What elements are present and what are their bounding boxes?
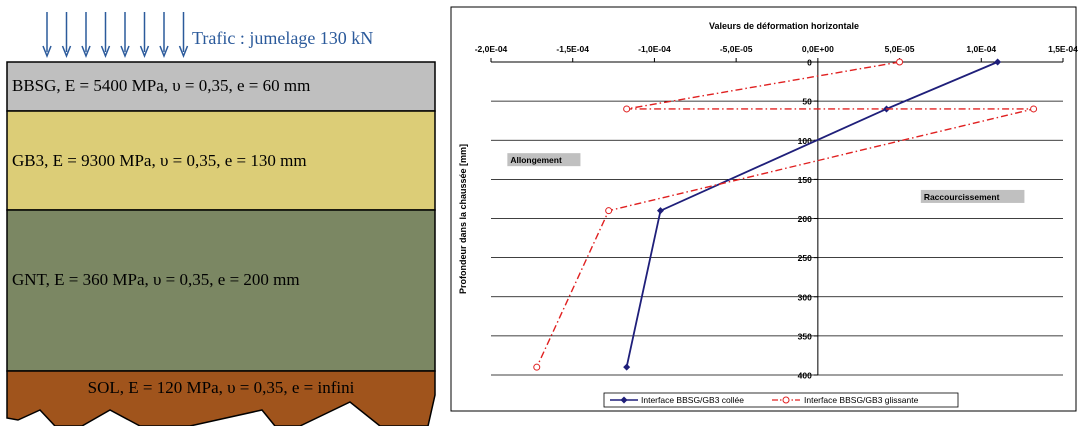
traffic-label: Trafic : jumelage 130 kN	[192, 28, 373, 48]
x-tick-label: -2,0E-04	[475, 44, 508, 54]
x-tick-label: -5,0E-05	[720, 44, 753, 54]
annotation-label: Raccourcissement	[924, 192, 1000, 202]
legend-marker-glissante	[782, 396, 790, 404]
data-point	[623, 363, 631, 371]
load-arrow-head	[178, 45, 189, 59]
data-point	[896, 58, 904, 66]
y-tick-label: 350	[798, 331, 812, 341]
layer-gnt	[6, 209, 436, 372]
x-tick-label: 1,0E-04	[966, 44, 996, 54]
load-arrow-head	[81, 45, 91, 59]
data-point	[1030, 105, 1038, 113]
y-tick-label: 250	[798, 253, 812, 263]
layer-gnt-label: GNT, E = 360 MPa, υ = 0,35, e = 200 mm	[12, 270, 300, 289]
annotation-box	[507, 153, 581, 167]
x-tick-labels: -2,0E-04 -1,5E-04 -1,0E-04 -5,0E-05 0,0E+00 5…	[475, 44, 1078, 54]
load-arrow-head	[100, 45, 111, 59]
layer-bbsg	[6, 61, 436, 112]
y-tick-labels: 0 50 100 150 200 250 300 350 400	[798, 58, 812, 381]
legend-label-collee: Interface BBSG/GB3 collée	[641, 395, 744, 405]
layer-sol-label: SOL, E = 120 MPa, υ = 0,35, e = infini	[88, 378, 355, 397]
y-tick-label: 0	[807, 58, 812, 68]
chart-frame	[450, 6, 1077, 412]
data-point	[656, 207, 664, 215]
chart-annotations: Allongement Raccourcissement	[507, 153, 1025, 203]
chart-legend: Interface BBSG/GB3 collée Interface BBSG…	[603, 392, 959, 408]
load-arrow-head	[159, 45, 169, 59]
chart-series	[533, 58, 1038, 371]
y-tick-label: 400	[798, 371, 812, 381]
data-point	[623, 105, 631, 113]
y-tick-label: 50	[802, 97, 812, 107]
legend-label-glissante: Interface BBSG/GB3 glissante	[804, 395, 919, 405]
annotation-box	[920, 189, 1025, 203]
deformation-chart: Valeurs de déformation horizontale -2,0E…	[450, 6, 1078, 412]
y-tick-label: 100	[798, 136, 812, 146]
data-point	[994, 58, 1002, 66]
load-arrow-head	[61, 45, 72, 59]
data-point	[533, 363, 541, 371]
load-arrow-head	[139, 45, 150, 59]
x-tick-label: 0,0E+00	[802, 44, 834, 54]
load-arrow-head	[120, 45, 130, 59]
load-arrow-head	[42, 45, 52, 59]
x-tick-label: 5,0E-05	[885, 44, 915, 54]
y-tick-label: 150	[798, 175, 812, 185]
pavement-structure-diagram: BBSG, E = 5400 MPa, υ = 0,35, e = 60 mm …	[6, 12, 436, 426]
traffic-load-arrows	[42, 12, 189, 59]
layer-gb3-label: GB3, E = 9300 MPa, υ = 0,35, e = 130 mm	[12, 151, 307, 170]
layer-gb3	[6, 110, 436, 211]
x-tick-label: -1,0E-04	[638, 44, 671, 54]
legend-marker-collee	[620, 396, 628, 404]
y-tick-label: 200	[798, 214, 812, 224]
layer-sol	[6, 370, 436, 426]
chart-title: Valeurs de déformation horizontale	[709, 21, 859, 31]
layer-bbsg-label: BBSG, E = 5400 MPa, υ = 0,35, e = 60 mm	[12, 76, 310, 95]
annotation-label: Allongement	[510, 155, 562, 165]
chart-gridlines	[491, 100, 1063, 376]
x-tick-label: 1,5E-04	[1048, 44, 1078, 54]
x-tick-label: -1,5E-04	[556, 44, 589, 54]
y-tick-label: 300	[798, 292, 812, 302]
y-axis-label: Profondeur dans la chaussée [mm]	[458, 144, 468, 294]
data-point	[605, 207, 613, 215]
series-line-0	[625, 61, 998, 368]
